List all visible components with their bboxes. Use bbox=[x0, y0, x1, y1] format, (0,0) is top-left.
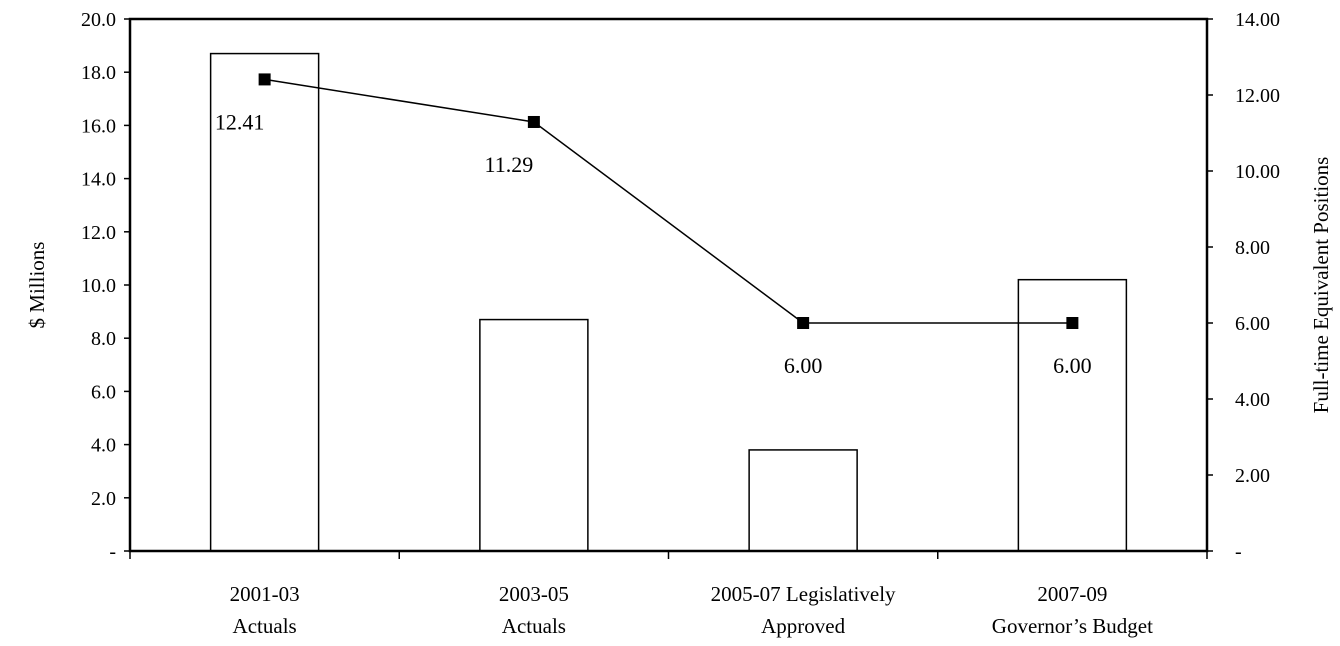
right-tick-label: 12.00 bbox=[1235, 85, 1280, 107]
category-label-line: 2005-07 Legislatively bbox=[711, 582, 896, 606]
left-tick-label: 20.0 bbox=[81, 9, 116, 31]
bar bbox=[209, 52, 320, 552]
category-label-line: Approved bbox=[761, 614, 845, 638]
left-tick-label: 14.0 bbox=[81, 169, 116, 191]
line-point-marker bbox=[797, 317, 810, 329]
category-label-line: 2001-03 bbox=[230, 582, 300, 606]
category-label: 2003-05 Actuals bbox=[499, 582, 569, 638]
category-label: 2001-03 Actuals bbox=[230, 582, 300, 638]
right-tick-label: 4.00 bbox=[1235, 389, 1270, 411]
right-tick-label: 14.00 bbox=[1235, 9, 1280, 31]
line-layer bbox=[258, 73, 1079, 329]
labels-layer: 12.41 11.29 6.00 6.00 - 2.0 4.0 6.0 8.0 10.0 12.0 1… bbox=[25, 9, 1333, 638]
left-tick-label: 8.0 bbox=[91, 328, 116, 350]
category-label-line: 2007-09 bbox=[1037, 582, 1107, 606]
left-axis-title: $ Millions bbox=[25, 242, 49, 329]
category-label-line: Governor’s Budget bbox=[992, 614, 1153, 638]
left-tick-label: 2.0 bbox=[91, 488, 116, 510]
data-label: 11.29 bbox=[485, 152, 534, 177]
left-tick-label: 4.0 bbox=[91, 435, 116, 457]
left-tick-label: - bbox=[109, 541, 116, 563]
right-tick-label: - bbox=[1235, 541, 1242, 563]
axes-layer bbox=[124, 17, 1213, 559]
line-point-marker bbox=[527, 115, 540, 128]
left-tick-label: 18.0 bbox=[81, 62, 116, 84]
right-tick-label: 2.00 bbox=[1235, 465, 1270, 487]
right-tick-label: 8.00 bbox=[1235, 237, 1270, 259]
line-point-marker bbox=[1066, 317, 1079, 329]
category-label-line: Actuals bbox=[233, 614, 297, 638]
right-tick-label: 10.00 bbox=[1235, 161, 1280, 183]
category-label: 2007-09 Governor’s Budget bbox=[992, 582, 1153, 638]
left-tick-label: 6.0 bbox=[91, 381, 116, 403]
right-tick-label: 6.00 bbox=[1235, 313, 1270, 335]
data-label: 6.00 bbox=[784, 353, 823, 378]
bars-layer bbox=[209, 52, 1128, 552]
category-label-line: 2003-05 bbox=[499, 582, 569, 606]
bar bbox=[748, 449, 858, 552]
left-tick-label: 16.0 bbox=[81, 115, 116, 137]
data-label: 12.41 bbox=[215, 109, 265, 134]
right-axis-title: Full-time Equivalent Positions bbox=[1309, 157, 1333, 414]
bar bbox=[479, 318, 589, 552]
fte-line bbox=[264, 78, 1073, 324]
category-label-line: Actuals bbox=[502, 614, 566, 638]
left-tick-label: 12.0 bbox=[81, 222, 116, 244]
line-point-marker bbox=[258, 73, 271, 86]
category-label: 2005-07 Legislatively Approved bbox=[711, 582, 896, 638]
left-tick-label: 10.0 bbox=[81, 275, 116, 297]
data-label: 6.00 bbox=[1053, 353, 1092, 378]
